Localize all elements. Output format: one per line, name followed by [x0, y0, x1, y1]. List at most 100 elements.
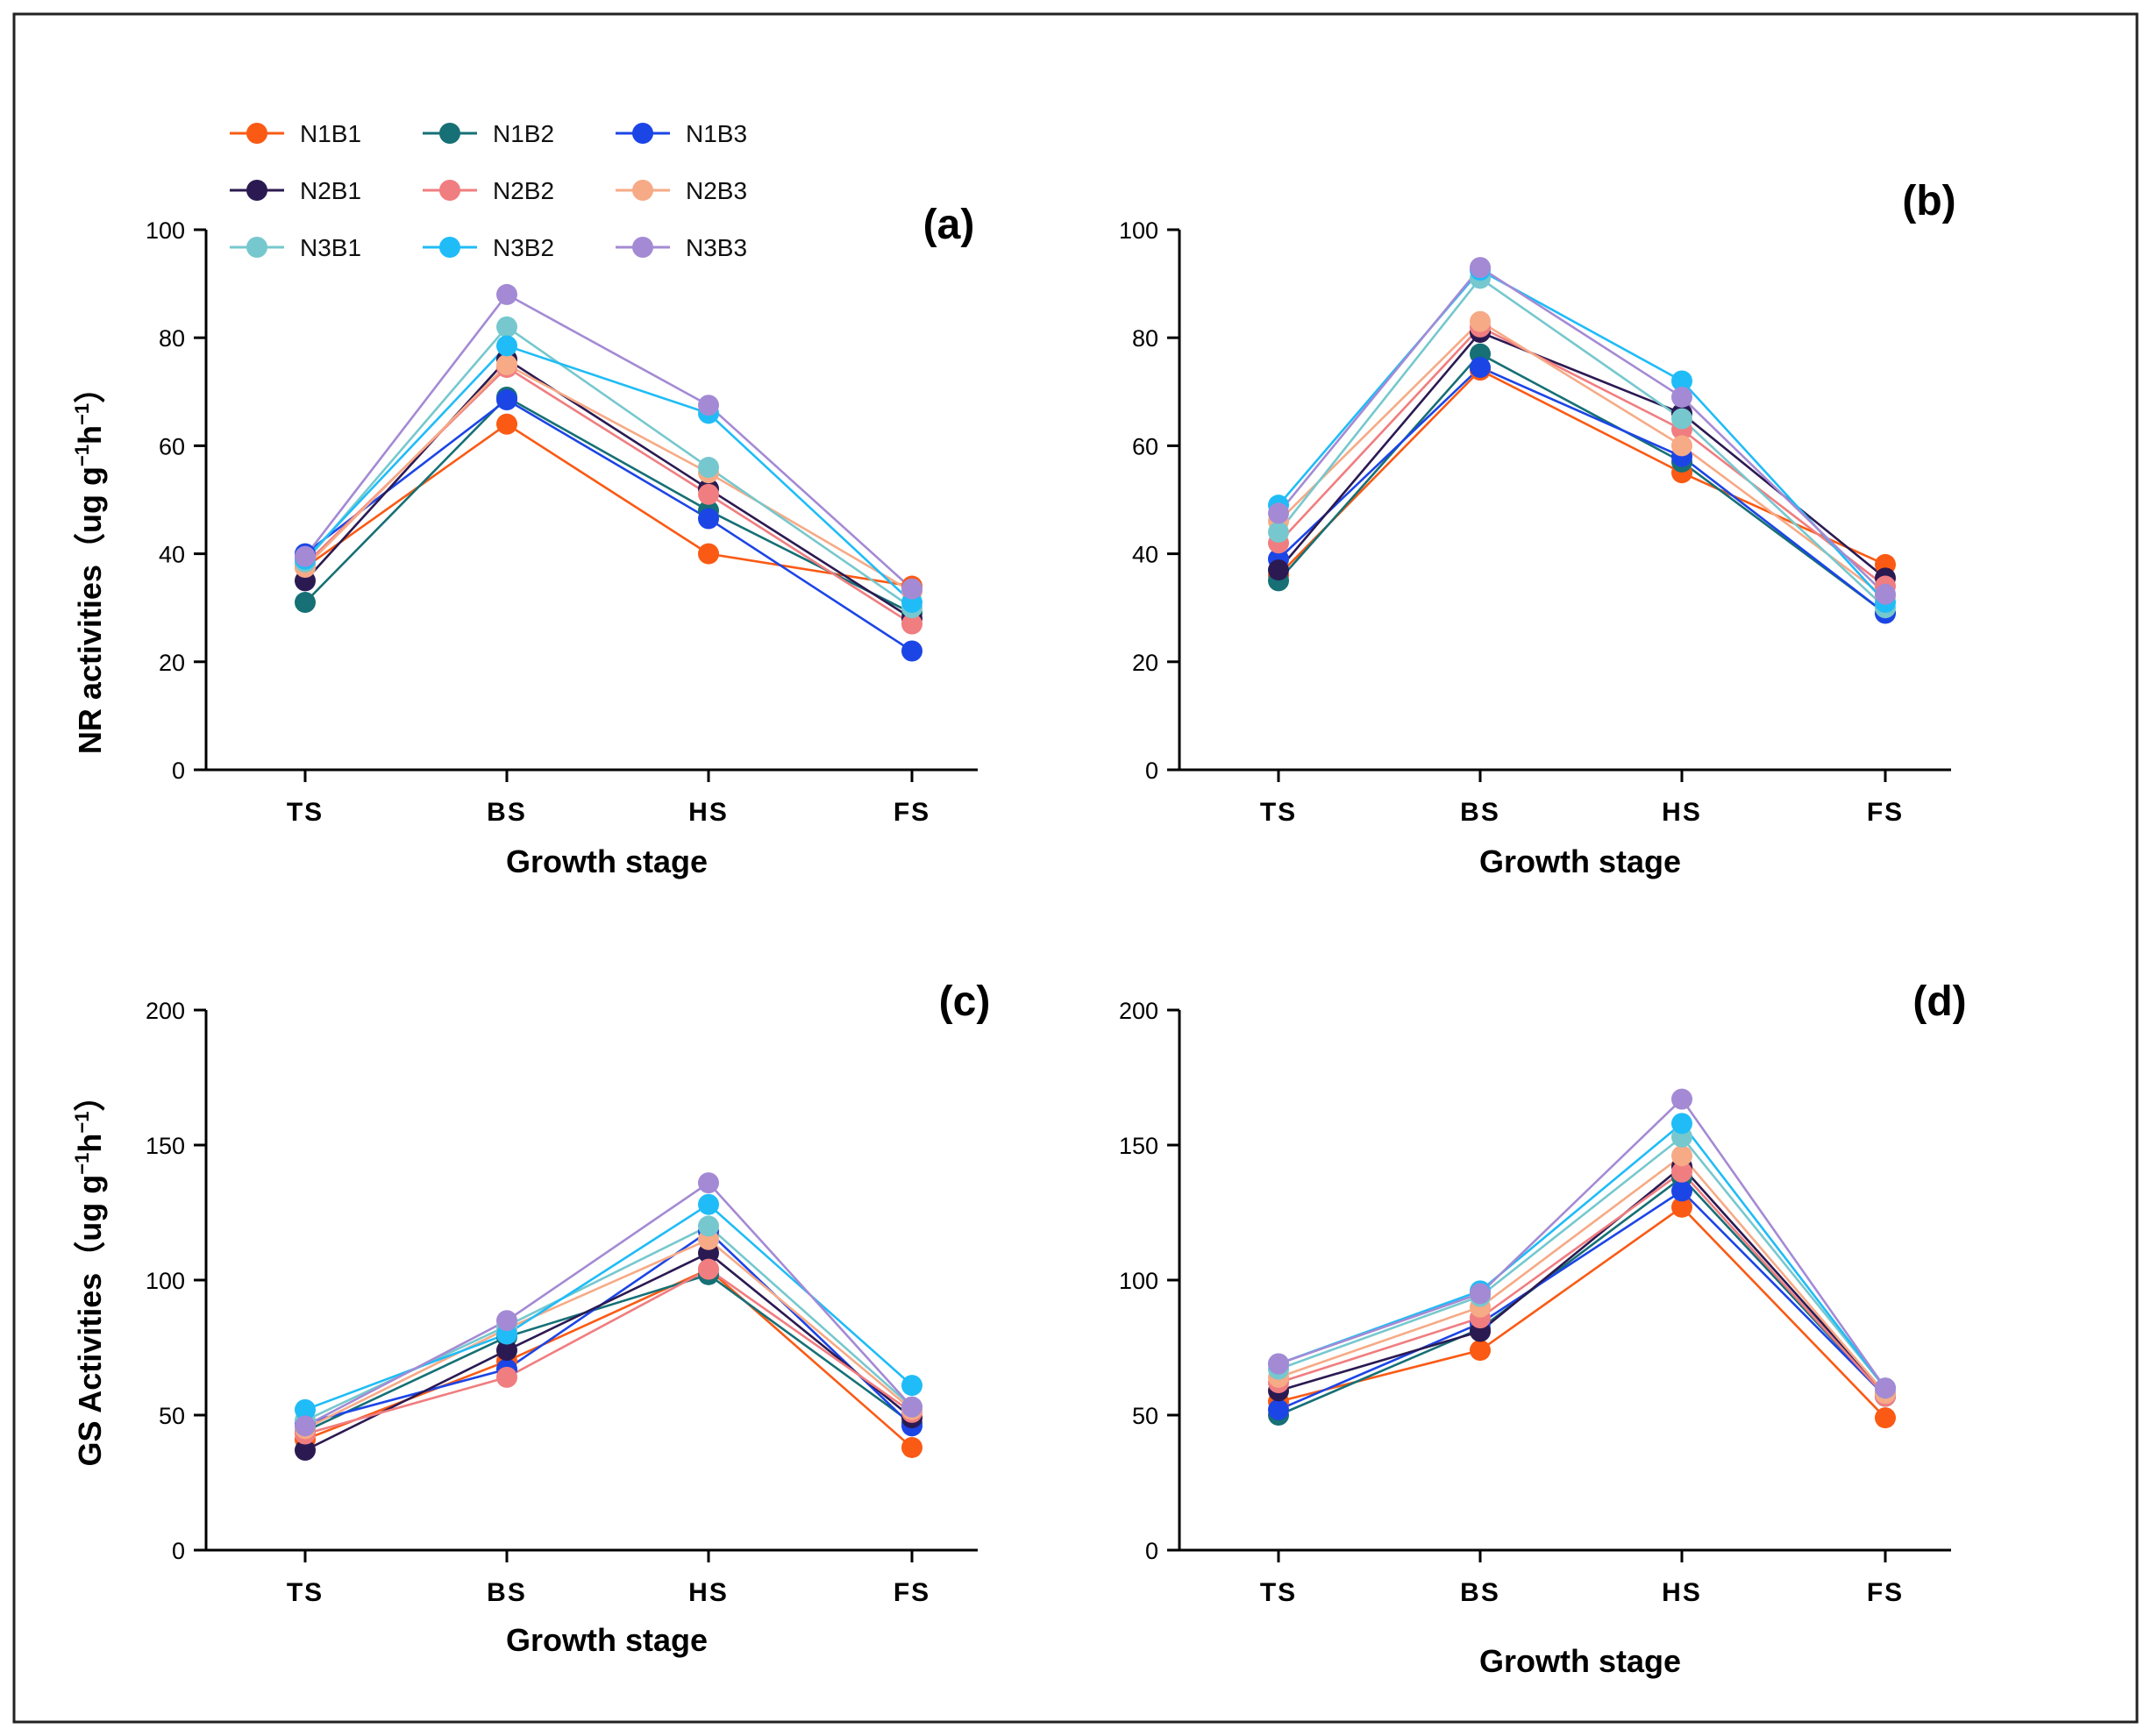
data-point-n2b3-d: [1671, 1145, 1692, 1167]
x-tick-label-a: FS: [894, 798, 930, 827]
data-point-n3b1-a: [698, 457, 719, 479]
data-point-n3b2-c: [698, 1193, 719, 1215]
data-point-n2b2-d: [1671, 1161, 1692, 1183]
y-tick-label-a: 60: [159, 433, 185, 459]
legend-label-n1b1: N1B1: [300, 120, 361, 147]
panel-label-a: (a): [923, 202, 975, 248]
data-point-n1b3-a: [698, 508, 719, 530]
data-point-n3b2-b: [1671, 370, 1692, 392]
legend-label-n2b1: N2B1: [300, 177, 361, 204]
series-line-n2b1-a: [304, 358, 913, 620]
series-line-n3b3-c: [304, 1181, 913, 1427]
data-point-n3b3-d: [1875, 1377, 1896, 1399]
x-tick-label-b: FS: [1867, 798, 1904, 827]
series-line-n3b1-a: [304, 325, 913, 609]
data-point-n3b3-c: [496, 1310, 517, 1332]
series-line-n1b1-b: [1278, 368, 1886, 577]
y-tick-label-c: 50: [159, 1403, 185, 1429]
data-point-n3b3-a: [698, 395, 719, 416]
legend-marker-n2b2: [439, 180, 460, 201]
panel-a: (a) Growth stage NR activities（ug g−1h−1…: [71, 202, 978, 879]
series-line-n2b2-d: [1278, 1170, 1886, 1398]
data-point-n3b3-c: [901, 1396, 922, 1418]
series-line-n2b1-c: [304, 1251, 913, 1452]
y-tick-label-c: 100: [146, 1268, 185, 1294]
x-axis-title-d: Growth stage: [1479, 1643, 1681, 1679]
series-line-n3b3-a: [303, 293, 913, 590]
series-line-n1b1-d: [1278, 1206, 1886, 1419]
data-point-n3b3-b: [1268, 502, 1289, 524]
x-axis-title-a: Growth stage: [506, 843, 708, 879]
series-line-n1b2-a: [304, 395, 913, 615]
data-point-n3b3-c: [295, 1415, 316, 1437]
series-line-n2b3-c: [304, 1238, 913, 1430]
series-line-n3b2-a: [304, 344, 913, 603]
x-tick-label-a: HS: [688, 798, 729, 827]
series-line-n1b1-a: [304, 423, 913, 587]
data-point-n1b3-d: [1671, 1180, 1692, 1202]
y-tick-label-a: 100: [146, 217, 185, 244]
data-point-n2b2-c: [698, 1258, 719, 1280]
series-line-n1b2-c: [304, 1273, 913, 1433]
data-point-n3b2-c: [901, 1375, 922, 1397]
data-point-n1b1-d: [1470, 1340, 1491, 1362]
data-point-n1b1-a: [698, 543, 719, 565]
series-line-n1b3-c: [304, 1229, 913, 1427]
data-point-n1b3-d: [1268, 1398, 1289, 1420]
series-line-n3b3-b: [1277, 266, 1886, 595]
legend-marker-n3b2: [439, 237, 460, 258]
x-tick-label-c: FS: [894, 1578, 930, 1607]
legend-label-n2b3: N2B3: [686, 177, 747, 204]
series-line-n1b3-a: [304, 398, 913, 652]
data-point-n1b1-d: [1875, 1407, 1896, 1429]
legend: N1B1 N1B2 N1B3 N2B1 N2B2 N2B3 N3B1 N3B2 N3B3: [230, 120, 747, 261]
x-tick-label-c: HS: [688, 1578, 729, 1607]
data-point-n3b3-d: [1470, 1283, 1491, 1305]
series-line-n2b2-b: [1278, 325, 1886, 587]
legend-marker-n2b1: [246, 180, 267, 201]
x-tick-label-b: HS: [1662, 798, 1702, 827]
data-point-n1b1-c: [901, 1436, 922, 1458]
series-line-n2b3-a: [304, 363, 913, 593]
x-tick-label-d: TS: [1260, 1578, 1297, 1607]
x-tick-label-d: FS: [1867, 1578, 1904, 1607]
y-tick-label-d: 0: [1145, 1538, 1158, 1564]
y-tick-label-a: 0: [172, 758, 185, 784]
data-point-n3b3-a: [295, 545, 316, 567]
y-tick-label-a: 20: [159, 650, 185, 676]
legend-marker-n3b3: [632, 237, 653, 258]
legend-label-n3b1: N3B1: [300, 234, 361, 261]
data-point-n3b1-c: [698, 1215, 719, 1237]
series-line-n3b2-d: [1278, 1121, 1887, 1389]
legend-label-n2b2: N2B2: [493, 177, 554, 204]
y-tick-label-c: 200: [146, 998, 185, 1024]
x-axis-title-c: Growth stage: [506, 1622, 708, 1658]
legend-label-n1b3: N1B3: [686, 120, 747, 147]
legend-label-n1b2: N1B2: [493, 120, 554, 147]
data-point-n3b3-c: [698, 1172, 719, 1194]
series-line-n2b1-d: [1278, 1164, 1886, 1395]
x-tick-label-c: BS: [487, 1578, 527, 1607]
series-line-n3b1-b: [1277, 276, 1886, 609]
series-line-n1b3-b: [1278, 366, 1886, 615]
y-tick-label-d: 150: [1119, 1133, 1158, 1159]
series-line-n2b3-b: [1278, 320, 1886, 598]
y-axis-title-a: NR activities（ug g−1h−1）: [71, 372, 108, 754]
data-point-n2b1-b: [1268, 559, 1289, 581]
x-tick-label-b: BS: [1460, 798, 1500, 827]
legend-marker-n2b3: [632, 180, 653, 201]
x-axis-title-b: Growth stage: [1479, 843, 1681, 879]
legend-marker-n1b1: [246, 123, 267, 144]
series-line-n3b1-d: [1278, 1135, 1887, 1390]
data-point-n1b1-a: [496, 413, 517, 435]
data-point-n3b3-a: [901, 578, 922, 600]
y-tick-label-b: 80: [1132, 325, 1158, 352]
panel-c: (c) Growth stage GS Activities（ug g−1h−1…: [71, 978, 990, 1658]
legend-marker-n3b1: [246, 237, 267, 258]
panel-label-b: (b): [1902, 178, 1955, 224]
data-point-n3b2-a: [496, 335, 517, 357]
y-tick-label-b: 0: [1145, 758, 1158, 784]
legend-label-n3b2: N3B2: [493, 234, 554, 261]
x-tick-label-a: BS: [487, 798, 527, 827]
data-point-n1b3-a: [901, 640, 922, 662]
